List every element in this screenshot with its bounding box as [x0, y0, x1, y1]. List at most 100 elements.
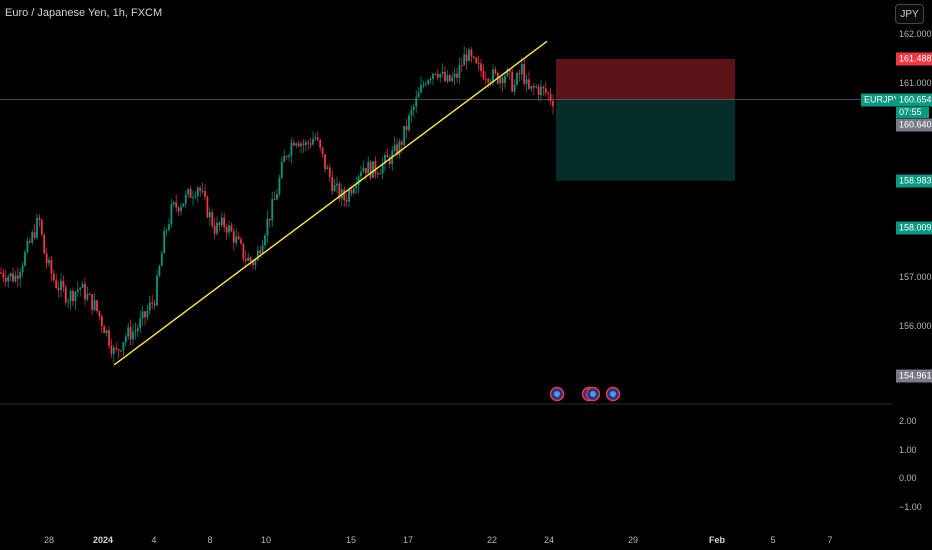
- candle-body: [124, 336, 127, 343]
- candle-body: [417, 92, 420, 98]
- candle-body: [369, 162, 372, 178]
- candle-body: [448, 75, 451, 82]
- candle-body: [225, 226, 228, 233]
- candle-body: [513, 84, 516, 92]
- candle-body: [280, 162, 283, 178]
- candle-body: [252, 261, 254, 266]
- x-tick-label: 15: [345, 535, 357, 545]
- candle-body: [297, 143, 300, 147]
- candle-body: [415, 97, 418, 107]
- candle-body: [168, 224, 170, 230]
- candle-body: [187, 189, 190, 195]
- y-tick-label: 156.000: [899, 321, 932, 331]
- candle-body: [2, 272, 5, 278]
- candle-body: [98, 311, 101, 317]
- candle-body: [331, 177, 334, 192]
- candle-body: [21, 265, 24, 273]
- x-tick-label: 22: [486, 535, 498, 545]
- candle-body: [525, 79, 528, 84]
- candle-body: [307, 142, 310, 144]
- candle-body: [108, 330, 110, 346]
- candle-body: [528, 79, 530, 89]
- candle-body: [520, 64, 523, 75]
- candle-body: [204, 191, 206, 197]
- candle-body: [12, 273, 14, 282]
- candle-body: [28, 241, 31, 243]
- candle-body: [266, 218, 269, 236]
- candle-body: [477, 63, 480, 65]
- x-tick-label: 7: [827, 535, 833, 545]
- candle-body: [45, 253, 48, 264]
- candle-body: [4, 277, 7, 282]
- candle-body: [57, 288, 60, 291]
- candle-body: [472, 56, 475, 58]
- candle-body: [360, 171, 362, 177]
- candle-body: [132, 331, 134, 340]
- candle-body: [492, 69, 494, 82]
- candle-body: [74, 291, 77, 302]
- candle-body: [484, 78, 487, 80]
- candle-body: [444, 71, 446, 82]
- sub-y-tick-label: −1.00: [899, 502, 922, 512]
- candle-body: [220, 217, 223, 226]
- candle-body: [312, 138, 314, 145]
- candle-body: [278, 177, 281, 194]
- candle-body: [105, 330, 108, 334]
- candle-body: [218, 222, 221, 226]
- candle-body: [72, 290, 74, 302]
- candle-body: [112, 347, 115, 354]
- y-tick-label: 162.000: [899, 29, 932, 39]
- entry-price-tag: 160.640: [896, 118, 932, 132]
- candle-body: [463, 54, 466, 66]
- candle-body: [350, 189, 353, 194]
- candle-body: [43, 234, 46, 254]
- candle-body: [456, 73, 458, 78]
- candle-body: [384, 154, 386, 164]
- stop-price-tag: 161.488: [896, 52, 932, 66]
- candle-body: [127, 327, 130, 337]
- candle-body: [122, 342, 125, 351]
- candle-body: [184, 194, 187, 204]
- candle-body: [235, 236, 238, 243]
- candle-body: [487, 79, 490, 83]
- candle-body: [199, 187, 202, 192]
- event-marker-dot: [590, 391, 596, 397]
- event-marker-dot: [610, 391, 616, 397]
- candle-body: [537, 86, 540, 96]
- candle-body: [19, 272, 22, 279]
- candle-body: [542, 86, 545, 89]
- candle-body: [268, 218, 271, 221]
- sub-y-tick-label: 0.00: [899, 473, 917, 483]
- currency-button[interactable]: JPY: [895, 4, 924, 24]
- candle-body: [216, 222, 218, 234]
- candle-body: [535, 86, 538, 88]
- candle-countdown: 07:55: [896, 107, 929, 118]
- candle-body: [52, 273, 55, 281]
- candle-body: [206, 196, 209, 218]
- candle-body: [165, 229, 168, 231]
- candle-body: [328, 167, 331, 178]
- candle-body: [88, 293, 91, 295]
- candle-body: [156, 275, 158, 306]
- candle-body: [223, 217, 226, 227]
- candle-body: [180, 206, 182, 212]
- candle-body: [364, 167, 367, 174]
- y-tick-label: 161.000: [899, 78, 932, 88]
- candle-body: [408, 115, 410, 130]
- candle-body: [76, 289, 79, 292]
- x-tick-label: 5: [770, 535, 776, 545]
- candle-body: [372, 161, 374, 178]
- candle-body: [398, 141, 401, 156]
- x-tick-label: 8: [207, 535, 213, 545]
- candle-body: [254, 260, 257, 266]
- candle-body: [259, 250, 262, 254]
- candle-body: [326, 167, 329, 170]
- candle-body: [9, 273, 12, 277]
- candle-body: [290, 142, 293, 156]
- candle-body: [38, 217, 41, 220]
- candle-body: [213, 225, 216, 234]
- candle-body: [475, 57, 478, 64]
- candle-body: [403, 126, 406, 145]
